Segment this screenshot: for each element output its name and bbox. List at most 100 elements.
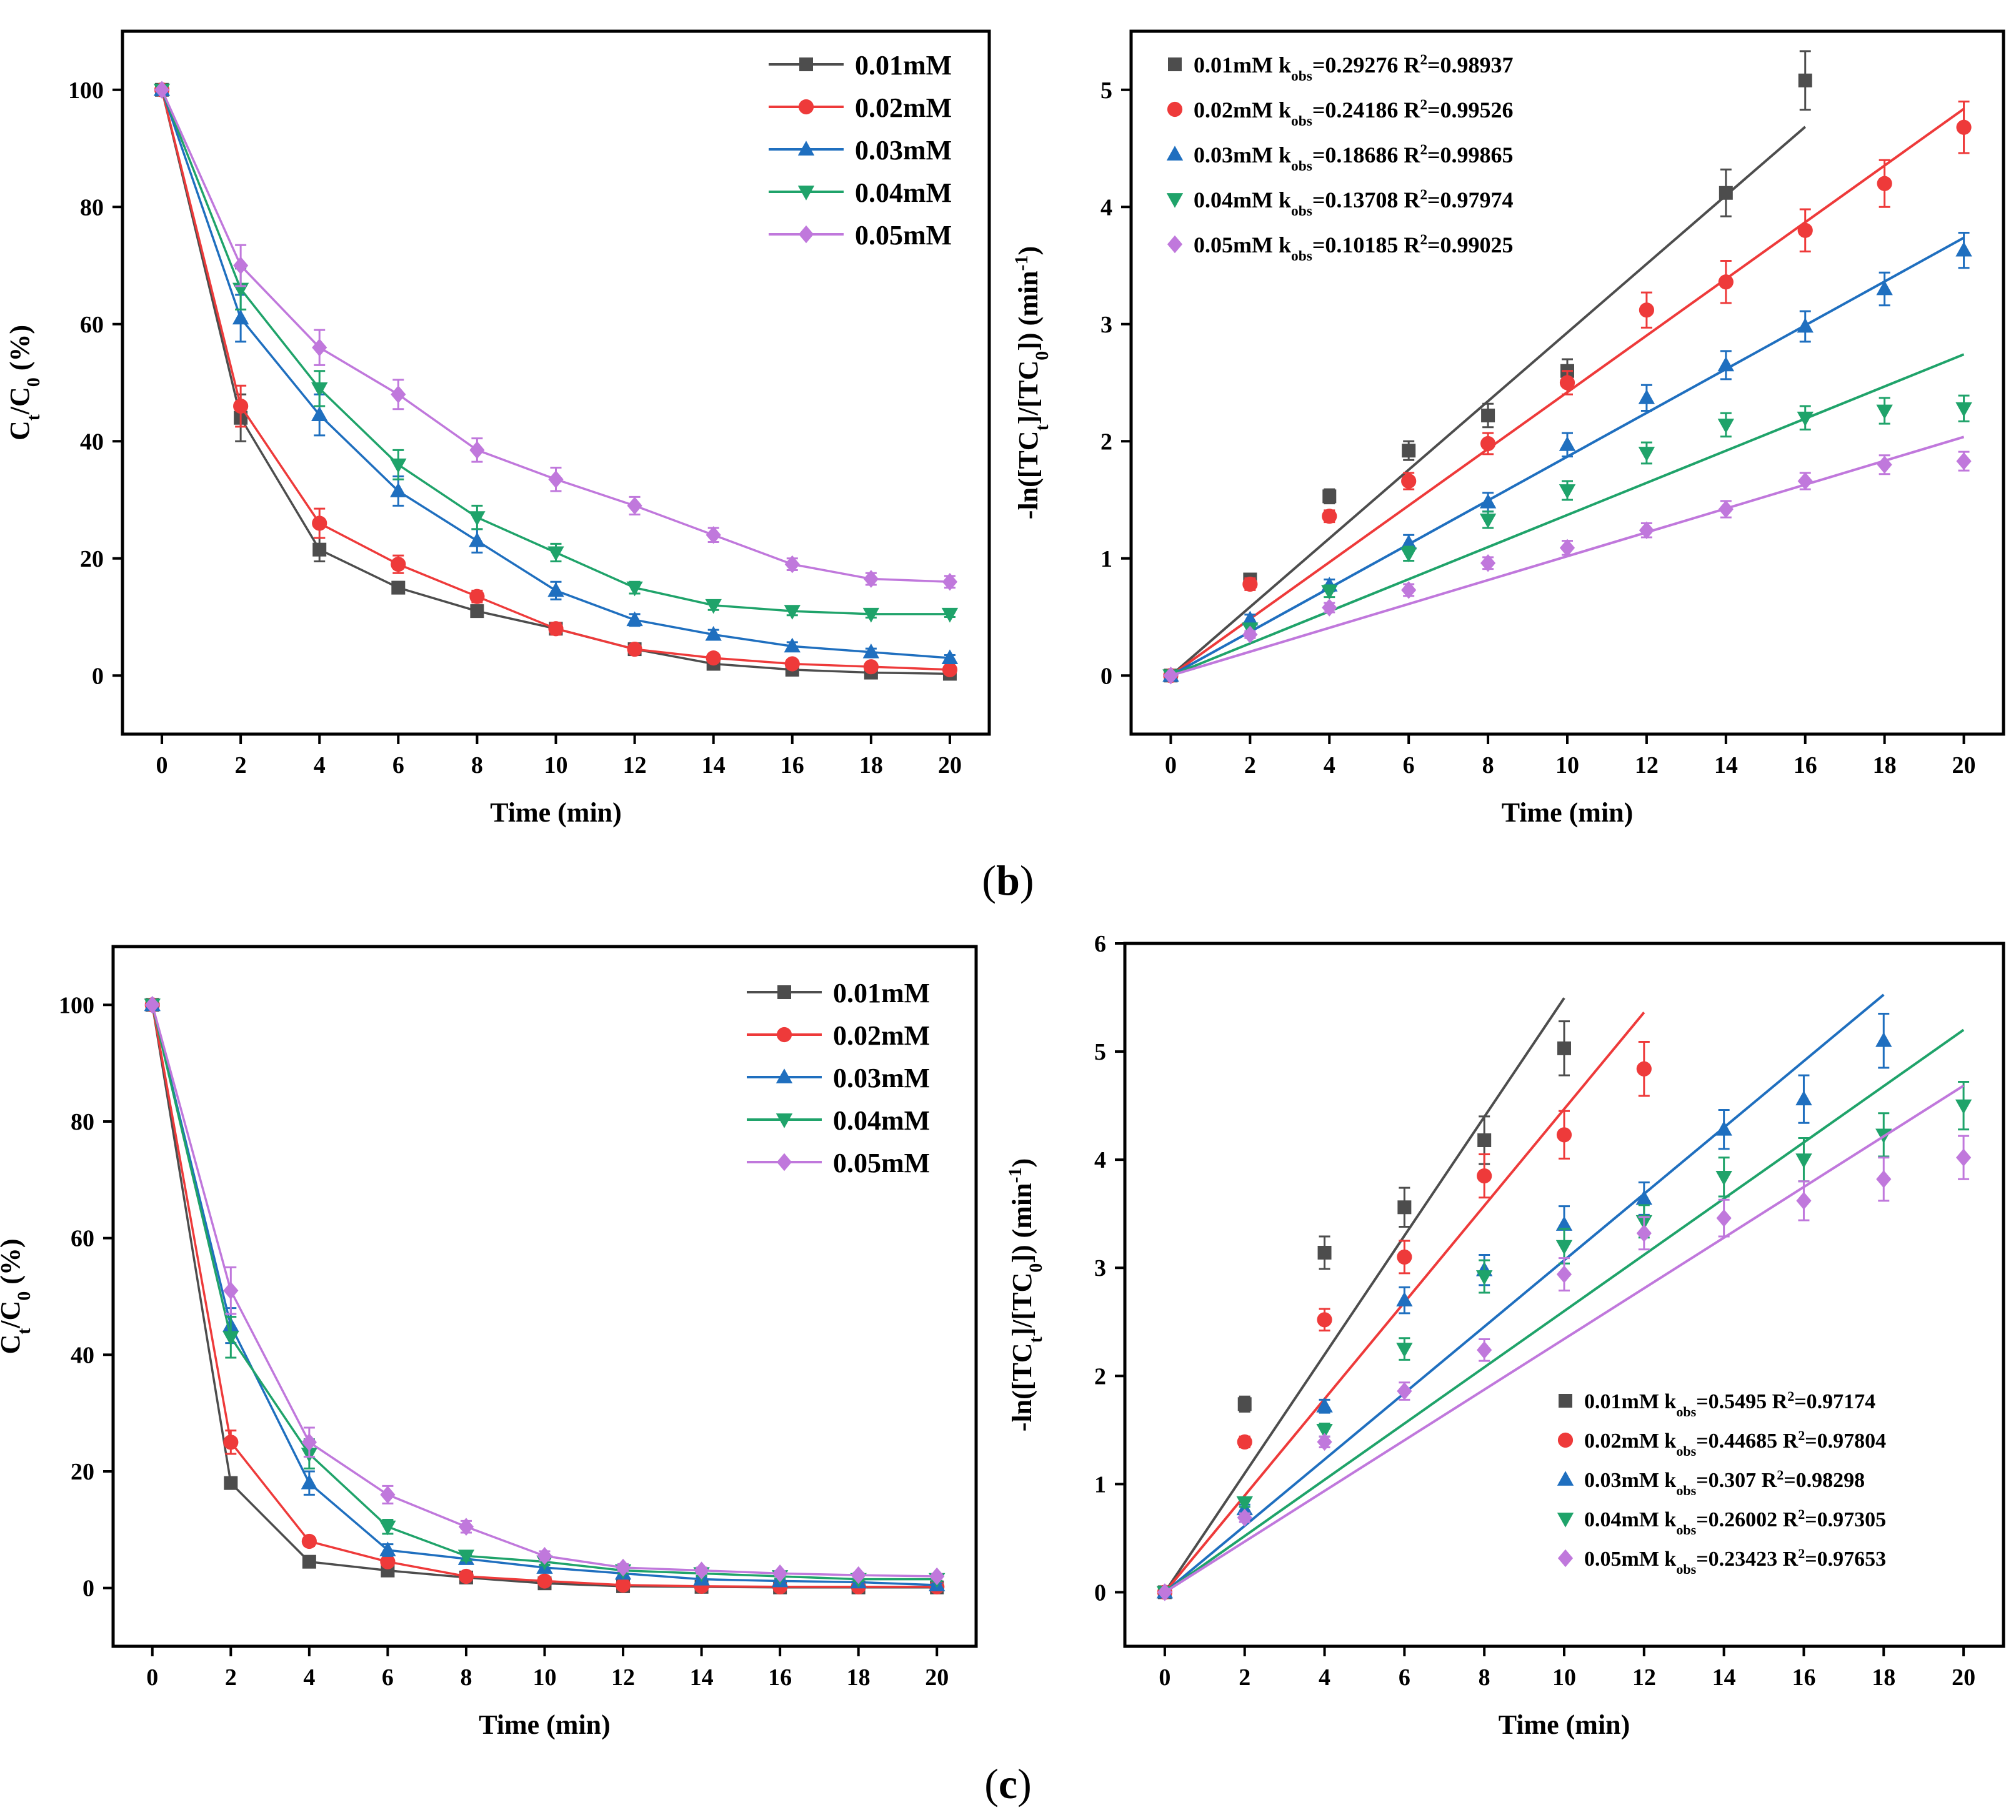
data-point <box>1955 241 1972 257</box>
x-tick-label: 8 <box>1479 1664 1490 1691</box>
data-point <box>301 1474 318 1489</box>
legend-k-label: k <box>1273 52 1291 77</box>
legend-item-0.02mM: 0.02mM kobs=0.24186 R2=0.99526 <box>1167 97 1514 129</box>
data-point <box>1316 1423 1333 1439</box>
series-0.04mM <box>1162 353 1972 684</box>
y-title-subscript: t <box>1032 424 1052 430</box>
legend-marker <box>1166 146 1184 161</box>
x-tick-label: 0 <box>146 1664 158 1691</box>
data-point <box>232 309 249 325</box>
legend-item-0.04mM: 0.04mM kobs=0.26002 R2=0.97305 <box>1557 1506 1886 1538</box>
legend-label: 0.03mM <box>833 1063 930 1093</box>
legend-r2-superscript: 2 <box>1787 1388 1794 1404</box>
data-point <box>469 532 486 547</box>
legend-r2-superscript: 2 <box>1420 52 1427 68</box>
legend-k-subscript: obs <box>1676 1522 1696 1538</box>
legend-label: 0.03mM <box>855 135 952 166</box>
legend-item-0.03mM: 0.03mM <box>747 1063 930 1093</box>
legend-k-subscript: obs <box>1676 1404 1696 1420</box>
x-tick-label: 20 <box>925 1664 949 1691</box>
data-point <box>772 1564 788 1583</box>
data-point <box>615 1577 631 1593</box>
y-title-part: ) <box>1013 246 1044 256</box>
y-title-superscript: -1 <box>1005 1167 1025 1183</box>
legend-marker <box>1557 1432 1574 1448</box>
data-point <box>1480 554 1496 572</box>
data-point <box>1322 489 1337 504</box>
legend-k-subscript: obs <box>1676 1483 1696 1498</box>
legend-r2-value: =0.99526 <box>1427 97 1514 122</box>
x-tick-label: 16 <box>1792 1664 1815 1691</box>
legend-marker <box>1559 1394 1572 1408</box>
data-point <box>312 515 327 531</box>
data-point <box>1480 435 1496 452</box>
legend: 0.01mM 0.02mM 0.03mM 0.04mM 0.05mM <box>769 50 952 251</box>
data-point <box>862 644 880 659</box>
data-point <box>547 546 564 562</box>
y-title-part: ]) (min <box>1013 271 1044 351</box>
x-tick-label: 4 <box>1324 752 1335 778</box>
y-tick-label: 0 <box>82 1576 94 1602</box>
legend-k-value: =0.23423 <box>1696 1548 1777 1571</box>
legend-marker <box>776 1113 793 1128</box>
legend-series-name: 0.05mM <box>1194 232 1273 257</box>
x-tick-label: 2 <box>225 1664 237 1691</box>
legend-r2-value: =0.97174 <box>1794 1390 1875 1413</box>
data-point <box>1481 409 1495 422</box>
y-tick-label: 40 <box>80 429 104 455</box>
data-point <box>1876 280 1893 296</box>
data-point <box>1559 539 1575 557</box>
data-point <box>469 511 486 526</box>
x-axis-title: Time (min) <box>479 1709 611 1740</box>
y-axis-title: Ct/C0 (%) <box>4 325 44 440</box>
legend-marker <box>798 99 814 115</box>
x-tick-label: 14 <box>690 1664 714 1691</box>
legend-k-label: k <box>1273 142 1291 167</box>
y-tick-label: 20 <box>71 1459 94 1485</box>
data-point <box>862 607 880 623</box>
legend-k-label: k <box>1659 1469 1677 1492</box>
data-point <box>1717 419 1735 434</box>
legend-series-name: 0.04mM <box>833 1105 930 1136</box>
data-point <box>1317 1246 1332 1260</box>
panel-label-paren: ( <box>984 1760 999 1808</box>
data-point <box>458 1518 474 1536</box>
legend-r2-label: R <box>1398 187 1420 212</box>
legend-label: 0.01mM kobs=0.29276 R2=0.98937 <box>1194 52 1514 84</box>
data-point <box>223 1281 239 1300</box>
x-tick-label: 12 <box>623 752 647 778</box>
x-tick-label: 8 <box>1482 752 1494 778</box>
series-line <box>151 1005 937 1589</box>
legend-label: 0.05mM <box>833 1148 930 1178</box>
legend-k-subscript: obs <box>1291 203 1312 219</box>
legend-k-value: =0.10185 <box>1312 232 1399 257</box>
data-point <box>705 599 722 614</box>
series-0.04mM <box>153 83 959 623</box>
legend-item-0.03mM: 0.03mM kobs=0.307 R2=0.98298 <box>1557 1467 1865 1498</box>
data-point <box>1955 1099 1972 1115</box>
data-point <box>224 1476 238 1490</box>
y-tick-label: 100 <box>68 77 104 104</box>
x-tick-label: 14 <box>1714 752 1738 778</box>
data-point <box>1557 1041 1571 1055</box>
legend-item-0.01mM: 0.01mM kobs=0.5495 R2=0.97174 <box>1559 1388 1875 1420</box>
legend-item-0.03mM: 0.03mM kobs=0.18686 R2=0.99865 <box>1166 142 1514 174</box>
legend-r2-value: =0.98937 <box>1427 52 1514 77</box>
y-title-part: /C <box>0 1301 26 1329</box>
legend-item-0.03mM: 0.03mM <box>769 135 952 166</box>
data-point <box>1400 547 1417 562</box>
legend-marker <box>1168 57 1182 71</box>
legend-r2-value: =0.97804 <box>1805 1430 1886 1453</box>
legend-label: 0.02mM <box>855 92 952 123</box>
y-tick-label: 4 <box>1100 194 1112 221</box>
y-tick-label: 2 <box>1100 429 1112 455</box>
legend: 0.01mM 0.02mM 0.03mM 0.04mM 0.05mM <box>747 978 930 1178</box>
legend-series-name: 0.02mM <box>833 1020 930 1051</box>
legend: 0.01mM kobs=0.29276 R2=0.98937 0.02mM kob… <box>1166 52 1514 264</box>
data-point <box>458 1568 474 1584</box>
x-tick-label: 4 <box>1319 1664 1330 1691</box>
data-point <box>1475 1270 1493 1285</box>
legend-series-name: 0.03mM <box>855 135 952 166</box>
